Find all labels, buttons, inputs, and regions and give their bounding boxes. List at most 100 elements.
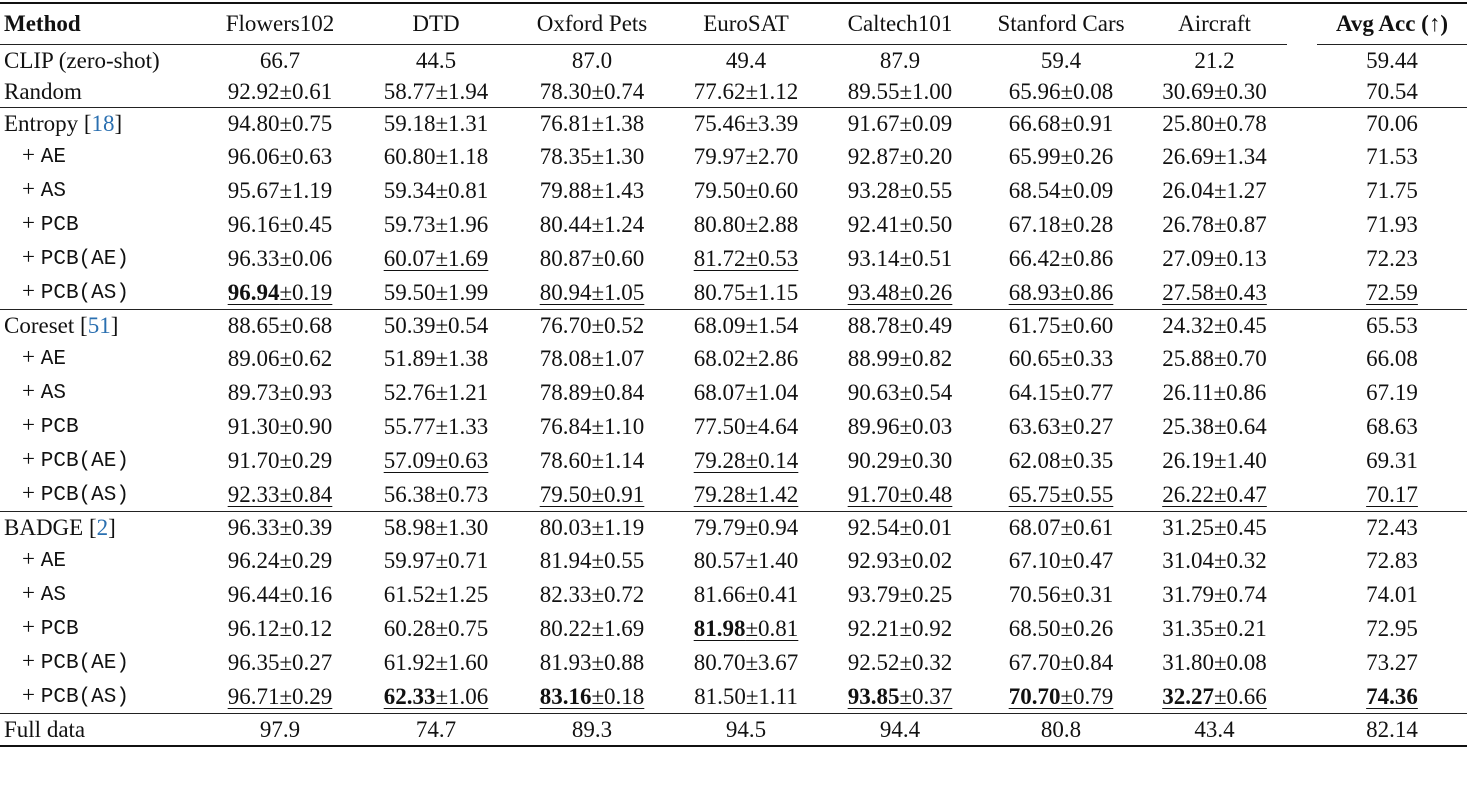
cell-value: 59.4	[1040, 48, 1082, 73]
plus-sign: +	[22, 580, 41, 605]
cell-value: 91.70±0.48	[847, 481, 953, 507]
value-cell: 66.68±0.91	[980, 107, 1142, 139]
method-cell: + PCB	[0, 409, 200, 443]
gap-cell	[1287, 645, 1317, 679]
value-cell: 81.50±1.11	[672, 679, 820, 714]
gap-cell	[1287, 443, 1317, 477]
value-cell: 93.48±0.26	[820, 275, 980, 310]
cell-value: 26.11±0.86	[1162, 379, 1267, 405]
cell-value: 60.65±0.33	[1008, 345, 1114, 371]
value-cell: 74.01	[1317, 577, 1467, 611]
value-cell: 89.96±0.03	[820, 409, 980, 443]
cell-value: 80.75±1.15	[693, 279, 799, 305]
cell-value: 80.70±3.67	[693, 649, 799, 675]
cell-value: 92.52±0.32	[847, 649, 953, 675]
cell-value: 70.54	[1366, 79, 1418, 104]
cell-value: 72.83	[1366, 547, 1418, 573]
value-cell: 93.14±0.51	[820, 241, 980, 275]
value-cell: 83.16±0.18	[512, 679, 672, 714]
cell-value: 57.09±0.63	[383, 447, 489, 473]
cell-value: 96.94±0.19	[227, 279, 333, 305]
value-cell: 25.88±0.70	[1142, 341, 1287, 375]
method-cell: + PCB	[0, 611, 200, 645]
value-cell: 72.95	[1317, 611, 1467, 645]
value-cell: 27.09±0.13	[1142, 241, 1287, 275]
cell-value: 74.7	[415, 717, 457, 742]
value-cell: 67.18±0.28	[980, 207, 1142, 241]
value-cell: 91.70±0.48	[820, 477, 980, 512]
method-label: PCB(AS)	[40, 484, 129, 507]
citation-link[interactable]: 2	[96, 515, 109, 540]
cell-value: 73.27	[1366, 649, 1418, 675]
cell-value: 82.33±0.72	[539, 581, 645, 607]
cell-value: 44.5	[415, 48, 457, 73]
plus-sign: +	[22, 378, 41, 403]
table-row: + PCB 96.12±0.12 60.28±0.75 80.22±1.69 81.98…	[0, 611, 1467, 645]
cell-value: 92.21±0.92	[847, 615, 953, 641]
value-cell: 70.17	[1317, 477, 1467, 512]
citation-link[interactable]: 51	[87, 313, 111, 338]
plus-sign: +	[22, 344, 41, 369]
value-cell: 78.60±1.14	[512, 443, 672, 477]
value-cell: 61.52±1.25	[360, 577, 512, 611]
value-cell: 96.16±0.45	[200, 207, 360, 241]
cell-value: 76.70±0.52	[539, 313, 645, 338]
cell-value: 76.84±1.10	[539, 413, 645, 439]
method-cell: + PCB(AE)	[0, 645, 200, 679]
table-row: Full data 97.9 74.7 89.3 94.5 94.4 80.8 43.4 82.…	[0, 713, 1467, 747]
table-row: + AS 89.73±0.93 52.76±1.21 78.89±0.84 68.07±…	[0, 375, 1467, 409]
table-row: CLIP (zero-shot) 66.7 44.5 87.0 49.4 87.9 59.4…	[0, 45, 1467, 77]
value-cell: 89.73±0.93	[200, 375, 360, 409]
plus-sign: +	[22, 614, 41, 639]
value-cell: 70.54	[1317, 76, 1467, 108]
cell-value: 75.46±3.39	[693, 111, 799, 136]
cell-value: 93.85±0.37	[847, 683, 953, 709]
header-method: Method	[0, 2, 200, 45]
value-cell: 68.50±0.26	[980, 611, 1142, 645]
value-cell: 80.94±1.05	[512, 275, 672, 310]
cell-value: 78.30±0.74	[539, 79, 645, 104]
value-cell: 72.43	[1317, 511, 1467, 543]
cell-value: 96.16±0.45	[227, 211, 333, 237]
value-cell: 96.06±0.63	[200, 139, 360, 173]
cell-value: 71.75	[1366, 177, 1418, 203]
value-cell: 96.71±0.29	[200, 679, 360, 714]
method-label: PCB	[40, 416, 79, 439]
cell-value: 60.07±1.69	[383, 245, 489, 271]
value-cell: 71.93	[1317, 207, 1467, 241]
method-label: PCB(AE)	[40, 248, 129, 271]
cell-value: 79.79±0.94	[693, 515, 799, 540]
method-cell: Entropy [18]	[0, 107, 200, 139]
header-gap	[1287, 2, 1317, 45]
table-row: + AS 95.67±1.19 59.34±0.81 79.88±1.43 79.50±…	[0, 173, 1467, 207]
gap-cell	[1287, 375, 1317, 409]
cell-value: 32.27±0.66	[1162, 683, 1267, 709]
value-cell: 90.29±0.30	[820, 443, 980, 477]
cell-value: 70.70±0.79	[1008, 683, 1114, 709]
method-cell: + AS	[0, 577, 200, 611]
table-row: + PCB(AS) 96.71±0.29 62.33±1.06 83.16±0.18 8…	[0, 679, 1467, 714]
value-cell: 57.09±0.63	[360, 443, 512, 477]
value-cell: 90.63±0.54	[820, 375, 980, 409]
gap-cell	[1287, 241, 1317, 275]
header-col-eurosat: EuroSAT	[672, 2, 820, 45]
table-row: + AE 89.06±0.62 51.89±1.38 78.08±1.07 68.02±…	[0, 341, 1467, 375]
cell-value: 96.06±0.63	[227, 143, 333, 169]
gap-cell	[1287, 139, 1317, 173]
cell-value: 88.65±0.68	[227, 313, 333, 338]
plus-sign: +	[22, 682, 41, 707]
cell-value: 72.23	[1366, 245, 1418, 271]
cell-value: 96.12±0.12	[227, 615, 333, 641]
citation-link[interactable]: 18	[91, 111, 115, 136]
value-cell: 81.72±0.53	[672, 241, 820, 275]
cell-value: 80.87±0.60	[539, 245, 645, 271]
value-cell: 58.77±1.94	[360, 76, 512, 108]
method-label: AS	[40, 584, 66, 607]
value-cell: 70.06	[1317, 107, 1467, 139]
value-cell: 79.88±1.43	[512, 173, 672, 207]
cell-value: 66.42±0.86	[1008, 245, 1114, 271]
cell-value: 69.31	[1366, 447, 1418, 473]
cell-value: 65.96±0.08	[1008, 79, 1114, 104]
cell-value: 72.43	[1366, 515, 1418, 540]
